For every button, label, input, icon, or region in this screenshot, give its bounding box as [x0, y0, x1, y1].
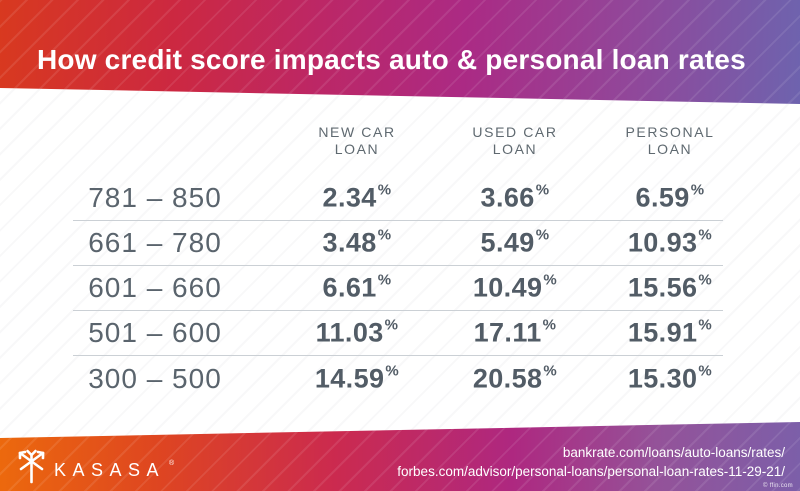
column-header-line1: NEW CAR	[318, 124, 396, 140]
personal-loan-rate: 15.91%	[627, 316, 713, 349]
personal-loan-rate: 10.93%	[627, 226, 713, 259]
watermark: © ffin.com	[763, 483, 793, 489]
column-header-new-car-loan: NEW CAR LOAN	[318, 124, 395, 158]
percent-sign: %	[385, 362, 400, 379]
new-car-loan-rate: 11.03%	[315, 316, 399, 349]
rate-value: 6.61	[322, 272, 377, 303]
column-header-personal-loan: PERSONAL LOAN	[625, 124, 714, 158]
credit-score-range: 661 – 780	[88, 227, 222, 258]
personal-loan-rate: 15.30%	[627, 362, 713, 394]
personal-loan-rate: 15.56%	[627, 271, 713, 304]
percent-sign: %	[535, 181, 550, 199]
table-row: 300 – 500 14.59% 20.58% 15.30%	[73, 356, 723, 401]
new-car-loan-rate: 2.34%	[322, 181, 392, 214]
rate-value: 5.49	[480, 227, 535, 258]
rate-value: 6.59	[635, 182, 690, 213]
column-header-line2: LOAN	[334, 141, 380, 157]
percent-sign: %	[698, 362, 713, 379]
percent-sign: %	[377, 271, 392, 289]
personal-loan-rate: 6.59%	[635, 181, 705, 214]
page-title: How credit score impacts auto & personal…	[37, 43, 746, 75]
used-car-loan-rate: 17.11%	[473, 316, 557, 349]
used-car-loan-rate: 20.58%	[472, 362, 558, 394]
column-headers: NEW CAR LOAN USED CAR LOAN PERSONAL LOAN	[73, 124, 723, 160]
rate-value: 3.48	[322, 227, 377, 258]
used-car-loan-rate: 5.49%	[480, 226, 550, 259]
percent-sign: %	[690, 181, 705, 199]
column-header-line2: LOAN	[492, 141, 538, 157]
source-url-forbes: forbes.com/advisor/personal-loans/person…	[397, 463, 785, 479]
credit-score-range: 501 – 600	[88, 317, 222, 348]
registered-trademark: ®	[169, 459, 175, 467]
brand-name: KASASA	[54, 459, 166, 480]
footer-band: KASASA ® bankrate.com/loans/auto-loans/ra…	[0, 422, 800, 491]
rate-value: 20.58	[472, 363, 543, 393]
rate-value: 14.59	[314, 363, 385, 393]
percent-sign: %	[542, 316, 557, 334]
credit-score-range: 300 – 500	[88, 362, 222, 394]
percent-sign: %	[384, 316, 399, 334]
rate-value: 10.93	[627, 227, 698, 258]
new-car-loan-rate: 3.48%	[322, 226, 392, 259]
percent-sign: %	[377, 181, 392, 199]
rate-value: 17.11	[473, 317, 542, 348]
dragonfly-icon	[18, 449, 45, 484]
source-url-bankrate: bankrate.com/loans/auto-loans/rates/	[562, 445, 785, 460]
credit-score-range: 601 – 660	[88, 272, 222, 303]
percent-sign: %	[698, 316, 713, 334]
credit-score-range: 781 – 850	[88, 182, 222, 213]
table-row: 501 – 600 11.03% 17.11% 15.91%	[73, 311, 723, 356]
used-car-loan-rate: 3.66%	[480, 181, 550, 214]
column-header-line1: PERSONAL	[625, 124, 715, 140]
percent-sign: %	[698, 226, 713, 244]
rate-value: 10.49	[472, 272, 543, 303]
percent-sign: %	[377, 226, 392, 244]
rate-value: 15.91	[627, 317, 698, 348]
rate-value: 11.03	[315, 317, 384, 348]
table-row: 661 – 780 3.48% 5.49% 10.93%	[73, 221, 723, 266]
source-urls: bankrate.com/loans/auto-loans/rates/ for…	[397, 444, 785, 481]
rate-value: 2.34	[322, 182, 377, 213]
rate-value: 15.56	[627, 272, 698, 303]
table-row: 781 – 850 2.34% 3.66% 6.59%	[73, 176, 723, 221]
column-header-line2: LOAN	[647, 141, 693, 157]
table-body: 781 – 850 2.34% 3.66% 6.59% 661 – 780 3.…	[73, 176, 723, 401]
new-car-loan-rate: 14.59%	[314, 362, 400, 394]
column-header-line1: USED CAR	[472, 124, 558, 140]
new-car-loan-rate: 6.61%	[322, 271, 392, 304]
percent-sign: %	[698, 271, 713, 289]
table-row: 601 – 660 6.61% 10.49% 15.56%	[73, 266, 723, 311]
kasasa-logo: KASASA ®	[18, 449, 179, 484]
rates-table: NEW CAR LOAN USED CAR LOAN PERSONAL LOAN…	[73, 0, 723, 420]
percent-sign: %	[543, 362, 558, 379]
used-car-loan-rate: 10.49%	[472, 271, 558, 304]
percent-sign: %	[543, 271, 558, 289]
percent-sign: %	[535, 226, 550, 244]
rate-value: 3.66	[480, 182, 535, 213]
rate-value: 15.30	[627, 363, 698, 393]
column-header-used-car-loan: USED CAR LOAN	[472, 124, 557, 158]
